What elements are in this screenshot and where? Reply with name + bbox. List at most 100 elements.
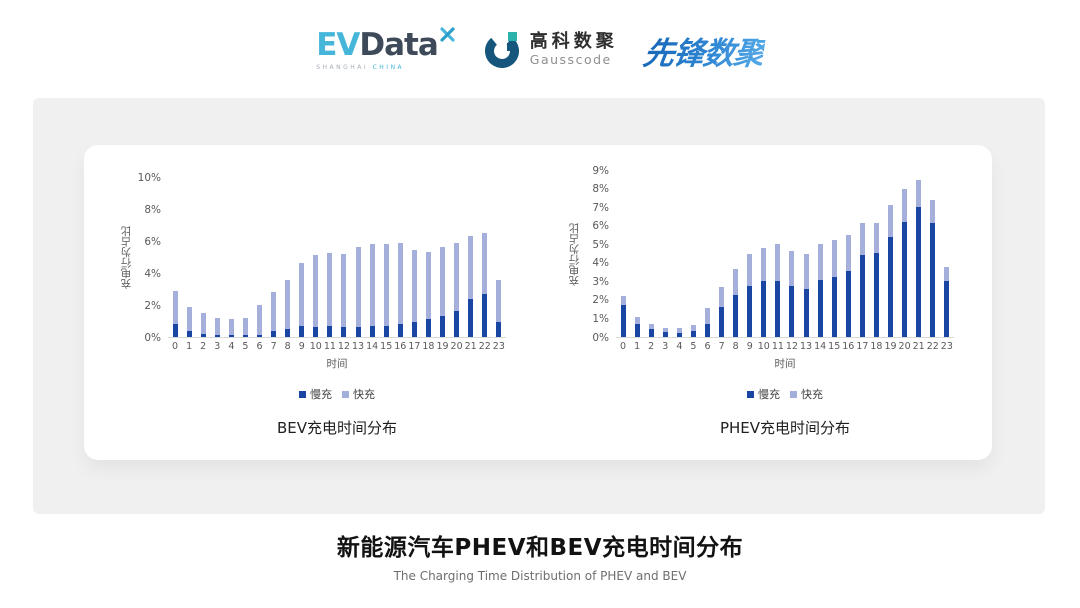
fast-charge-segment [916, 180, 922, 208]
evdata-subtext: SHANGHAI CHINA [316, 64, 456, 71]
fast-charge-segment [341, 253, 347, 328]
slow-charge-segment [634, 324, 640, 337]
fast-charge-segment [662, 327, 668, 333]
xianfeng-shuju-logo: 先锋数聚 [641, 28, 767, 73]
fast-charge-segment [817, 244, 823, 281]
slow-charge-segment [228, 335, 234, 337]
phev-y-axis-label: 充电行为占比 [568, 223, 581, 286]
x-tick-label: 23 [492, 341, 505, 352]
fast-charge-segment [733, 269, 739, 296]
bar-hour-20 [450, 178, 464, 337]
slow-charge-segment [383, 325, 389, 337]
slow-charge-segment [172, 324, 178, 337]
x-tick-label: 23 [940, 341, 953, 352]
y-tick-label: 7% [592, 201, 609, 214]
x-tick-label: 9 [746, 341, 753, 352]
x-tick-label: 5 [242, 341, 249, 352]
bar-hour-9 [743, 171, 757, 337]
fast-charge-segment [620, 296, 626, 305]
y-tick-label: 4% [592, 257, 609, 270]
bar-hour-12 [785, 171, 799, 337]
slow-charge-segment [761, 281, 767, 337]
x-tick-label: 1 [186, 341, 193, 352]
x-tick-label: 11 [323, 341, 336, 352]
fast-charge-segment [411, 249, 417, 322]
slow-charge-segment [803, 288, 809, 337]
gausscode-wordmark: 高科数聚 Gausscode [530, 32, 618, 67]
slow-charge-segment [397, 324, 403, 337]
bar-hour-21 [464, 178, 478, 337]
header-logos: EV Data SHANGHAI CHINA 高科数聚 Gausscode 先锋数… [0, 0, 1080, 76]
fast-charge-segment [299, 263, 305, 326]
x-tick-label: 2 [648, 341, 655, 352]
x-tick-label: 16 [394, 341, 407, 352]
x-tick-label: 8 [284, 341, 291, 352]
y-tick-label: 4% [144, 267, 161, 280]
slow-charge-segment [271, 331, 277, 337]
fast-charge-segment [440, 247, 446, 317]
bar-hour-0 [168, 178, 182, 337]
fast-charge-segment [425, 252, 431, 320]
legend-swatch-icon [747, 390, 754, 398]
x-tick-label: 14 [366, 341, 379, 352]
legend-label: 慢充 [758, 388, 780, 401]
x-tick-label: 0 [620, 341, 627, 352]
evdata-logo: EV Data SHANGHAI CHINA [316, 26, 456, 71]
bar-hour-7 [267, 178, 281, 337]
bar-hour-19 [435, 178, 449, 337]
slow-charge-segment [242, 335, 248, 337]
slow-charge-segment [789, 285, 795, 337]
bar-hour-18 [869, 171, 883, 337]
y-tick-label: 3% [592, 275, 609, 288]
slow-charge-segment [690, 331, 696, 337]
phev-x-axis-label: 时间 [774, 358, 796, 370]
bar-hour-16 [393, 178, 407, 337]
x-tick-label: 5 [690, 341, 697, 352]
fast-charge-segment [902, 188, 908, 222]
bar-hour-21 [912, 171, 926, 337]
slow-charge-segment [327, 325, 333, 337]
gausscode-g-icon [484, 32, 519, 68]
bar-hour-3 [658, 171, 672, 337]
bar-hour-23 [492, 178, 506, 337]
y-tick-label: 2% [144, 299, 161, 312]
phev-x-axis-ticks: 0 1 2 3 4 5 6 7 8 9 10 11 12 13 14 15 16 17 18 19 20 21 22 23 [616, 341, 954, 352]
x-tick-label: 12 [785, 341, 799, 352]
legend-swatch-icon [299, 390, 306, 398]
y-tick-label: 0% [144, 331, 161, 344]
evdata-shanghai-text: SHANGHAI [316, 63, 369, 71]
x-tick-label: 19 [884, 341, 897, 352]
fast-charge-segment [355, 247, 361, 327]
bar-hour-20 [898, 171, 912, 337]
fast-charge-segment [257, 305, 262, 335]
bar-hour-6 [700, 171, 714, 337]
x-tick-label: 2 [200, 341, 207, 352]
gausscode-cn-text: 高科数聚 [529, 31, 618, 53]
y-tick-label: 8% [144, 203, 161, 216]
fast-charge-segment [200, 313, 206, 334]
fast-charge-segment [468, 236, 474, 300]
fast-charge-segment [648, 323, 654, 329]
bar-hour-11 [771, 171, 785, 337]
bar-hour-15 [827, 171, 841, 337]
x-tick-label: 21 [464, 341, 477, 352]
fast-charge-segment [831, 239, 837, 277]
x-tick-label: 20 [898, 341, 911, 352]
fast-charge-segment [397, 243, 403, 325]
bar-hour-5 [686, 171, 700, 337]
slow-charge-segment [454, 311, 460, 337]
slow-charge-segment [482, 293, 488, 337]
slow-charge-segment [496, 321, 502, 337]
phev-chart: 充电行为占比 0% 1% 2% 3% 4% 5% 6% 7% 8% 9% 0 1 2 3 4 5 6 7 8 9 10… [566, 165, 958, 438]
bev-plot-area [168, 178, 506, 338]
legend-label: 快充 [801, 388, 823, 401]
bar-hour-22 [926, 171, 940, 337]
slow-charge-segment [313, 326, 319, 337]
bar-hour-13 [351, 178, 365, 337]
phev-chart-title: PHEV充电时间分布 [719, 419, 851, 437]
slow-charge-segment [662, 332, 668, 337]
gausscode-en-text: Gausscode [529, 52, 612, 68]
bar-hour-4 [224, 178, 238, 337]
x-tick-label: 6 [256, 341, 263, 352]
x-tick-label: 4 [676, 341, 683, 352]
